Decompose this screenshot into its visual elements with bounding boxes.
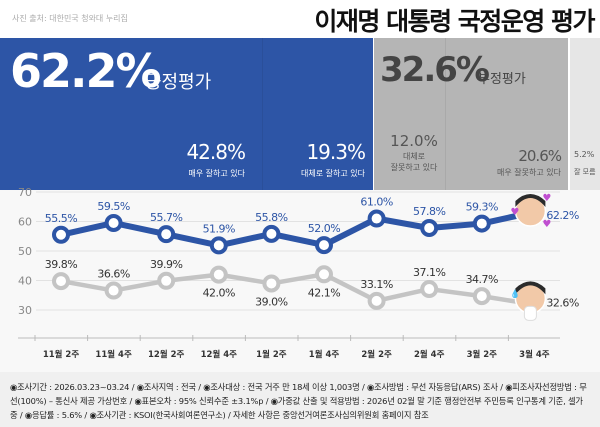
x-tick-label: 2월 2주 xyxy=(361,349,392,360)
data-point xyxy=(157,225,176,244)
data-label: 59.3% xyxy=(466,201,498,214)
data-label: 39.9% xyxy=(150,258,182,271)
x-tick-label: 3월 2주 xyxy=(467,349,498,360)
negative-box xyxy=(374,38,568,190)
very-good-label: 매우 잘하고 있다 xyxy=(188,169,245,178)
data-point xyxy=(367,291,386,310)
hair-icon xyxy=(515,194,546,208)
data-label: 34.7% xyxy=(466,273,498,286)
fairly-good-label: 대체로 잘하고 있다 xyxy=(301,169,365,178)
divider xyxy=(262,38,263,190)
dontknow-box xyxy=(570,38,600,190)
data-label: 42.1% xyxy=(308,286,340,299)
heart-icon: ♥ xyxy=(542,219,551,230)
data-label: 55.7% xyxy=(150,211,182,224)
data-label: 39.8% xyxy=(45,258,77,271)
data-label: 61.0% xyxy=(360,196,392,209)
data-label: 59.5% xyxy=(97,200,129,213)
data-label: 55.5% xyxy=(45,212,77,225)
x-tick-label: 12월 4주 xyxy=(201,349,238,360)
very-good-value: 42.8% xyxy=(186,140,246,164)
data-point xyxy=(315,236,333,255)
data-point xyxy=(157,271,176,290)
negative-label: 부정평가 xyxy=(478,72,526,87)
data-label: 52.0% xyxy=(308,222,340,235)
data-point xyxy=(420,280,439,299)
data-label: 39.0% xyxy=(255,295,287,308)
x-tick-label: 11월 4주 xyxy=(95,349,132,360)
x-tick-label: 11월 2주 xyxy=(43,349,80,360)
dontknow-label: 잘 모름 xyxy=(574,168,596,176)
data-label: 37.1% xyxy=(413,266,445,279)
data-point xyxy=(472,287,491,306)
negative-total: 32.6% xyxy=(380,50,490,90)
positive-total: 62.2% xyxy=(10,44,162,98)
positive-label: 긍정평가 xyxy=(145,72,212,93)
data-point xyxy=(315,265,333,284)
data-point xyxy=(104,213,123,232)
data-label: 57.8% xyxy=(413,205,445,218)
data-point xyxy=(209,265,228,284)
divider xyxy=(445,38,446,190)
data-point xyxy=(262,224,281,243)
x-tick-label: 1월 2주 xyxy=(256,349,287,360)
data-label: 62.2% xyxy=(546,209,578,222)
data-label: 36.6% xyxy=(97,268,129,281)
data-label: 32.6% xyxy=(546,296,578,309)
positive-box xyxy=(0,38,373,190)
x-tick-label: 3월 4주 xyxy=(519,349,550,360)
hand-icon xyxy=(523,305,537,321)
series-line xyxy=(60,212,522,249)
fairly-good-value: 19.3% xyxy=(306,140,366,164)
very-bad-value: 20.6% xyxy=(518,147,562,165)
heart-icon: ♥ xyxy=(510,207,519,218)
data-label: 33.1% xyxy=(360,278,392,291)
sweat-icon: 💧 xyxy=(510,288,520,298)
heart-icon: ♥ xyxy=(542,193,551,204)
y-tick-label: 40 xyxy=(18,275,32,288)
series-line xyxy=(60,272,521,305)
x-tick-label: 12월 2주 xyxy=(148,349,185,360)
data-point xyxy=(420,218,439,237)
y-tick-label: 30 xyxy=(18,304,32,317)
data-point xyxy=(52,225,70,244)
survey-footnote: ◉조사기간 : 2026.03.23~03.24 / ◉조사지역 : 전국 / … xyxy=(0,372,600,427)
data-point xyxy=(262,274,281,293)
data-label: 51.9% xyxy=(203,222,235,235)
data-point xyxy=(52,272,70,291)
y-tick-label: 60 xyxy=(18,216,32,229)
fairly-bad-label-2: 잘못하고 있다 xyxy=(390,163,438,172)
data-point xyxy=(104,281,123,300)
data-point xyxy=(367,209,386,228)
page-title: 이재명 대통령 국정운영 평가 xyxy=(314,7,595,36)
y-tick-label: 50 xyxy=(18,245,32,258)
x-tick-label: 2월 4주 xyxy=(414,349,445,360)
data-point xyxy=(209,236,228,255)
very-bad-label: 매우 잘못하고 있다 xyxy=(497,168,561,177)
fairly-bad-label-1: 대체로 xyxy=(402,152,426,161)
data-point xyxy=(472,214,491,233)
dontknow-value: 5.2% xyxy=(574,150,595,159)
data-label: 55.8% xyxy=(255,211,287,224)
y-tick-label: 70 xyxy=(18,186,32,199)
data-label: 42.0% xyxy=(203,287,235,300)
fairly-bad-value: 12.0% xyxy=(390,132,438,150)
x-tick-label: 1월 4주 xyxy=(309,349,340,360)
line-chart: 70 60 50 40 30 11월 2주 11월 4주 12월 2주 12월 4주 1월 2주 1… xyxy=(18,186,580,360)
hair-icon xyxy=(515,281,546,295)
photo-source: 사진 출처: 대한민국 청와대 누리집 xyxy=(12,14,128,23)
